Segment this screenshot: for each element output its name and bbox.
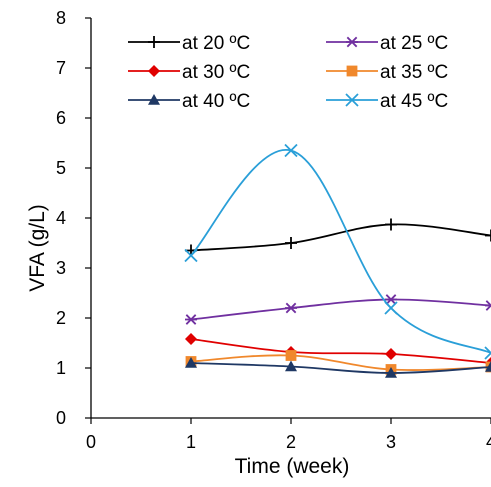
legend-item: at 30 ºC	[128, 62, 250, 83]
series-line	[190, 362, 491, 374]
y-tick-label: 2	[56, 308, 66, 328]
series-line	[190, 298, 491, 321]
y-tick-label: 8	[56, 8, 66, 28]
legend-label: at 25 ºC	[380, 33, 448, 54]
data-point	[185, 333, 197, 345]
data-point	[484, 346, 491, 360]
legend-label: at 30 ºC	[182, 62, 250, 83]
y-tick-label: 4	[56, 208, 66, 228]
x-axis-title: Time (week)	[235, 455, 350, 478]
data-point	[148, 36, 160, 48]
y-tick-label: 1	[56, 358, 66, 378]
axes: 0 1 2 3 4 5 6 7 8 0 1 2 3 4	[56, 8, 491, 452]
legend-label: at 35 ºC	[380, 62, 448, 83]
data-point	[148, 65, 160, 77]
y-tick-label: 6	[56, 108, 66, 128]
series-1	[185, 294, 491, 325]
legend-item: at 20 ºC	[128, 33, 250, 54]
series-5	[184, 143, 491, 360]
legend-item: at 40 ºC	[128, 91, 250, 112]
legend-item: at 45 ºC	[326, 91, 448, 112]
series-4	[185, 357, 491, 378]
data-point	[285, 237, 297, 249]
x-tick-label: 1	[186, 432, 196, 452]
data-point	[285, 302, 297, 314]
data-point	[148, 94, 160, 105]
y-tick-label: 0	[56, 408, 66, 428]
data-point	[185, 314, 197, 325]
legend-label: at 20 ºC	[182, 33, 250, 54]
legend-label: at 45 ºC	[380, 91, 448, 112]
series-line	[190, 223, 491, 252]
data-point	[485, 300, 491, 311]
legend: at 20 ºC at 25 ºC at 30 ºC at 35 ºC at 40 ºC…	[128, 33, 448, 112]
legend-label: at 40 ºC	[182, 91, 250, 112]
y-tick-label: 5	[56, 158, 66, 178]
data-point	[385, 348, 397, 360]
y-axis-title: VFA (g/L)	[26, 204, 49, 292]
y-tick-label: 3	[56, 258, 66, 278]
x-tick-label: 3	[386, 432, 396, 452]
data-point	[184, 248, 198, 263]
data-point	[485, 229, 491, 242]
data-point	[185, 357, 197, 368]
data-point	[385, 367, 397, 378]
series-0	[185, 218, 491, 257]
series-line	[190, 338, 491, 364]
data-point	[346, 65, 358, 77]
x-tick-label: 0	[86, 432, 96, 452]
data-point	[384, 301, 398, 315]
legend-item: at 25 ºC	[326, 33, 448, 54]
series-line	[190, 354, 491, 371]
series-layer	[184, 143, 491, 378]
data-point	[485, 361, 491, 372]
data-point	[285, 360, 297, 372]
data-point	[345, 93, 359, 107]
x-tick-label: 4	[486, 432, 491, 452]
legend-item: at 35 ºC	[326, 62, 448, 83]
series-line	[190, 149, 491, 354]
data-point	[346, 36, 358, 48]
y-tick-label: 7	[56, 58, 66, 78]
data-point	[385, 294, 397, 305]
x-tick-label: 2	[286, 432, 296, 452]
data-point	[285, 350, 297, 361]
data-point	[385, 218, 397, 231]
data-point	[284, 143, 298, 158]
